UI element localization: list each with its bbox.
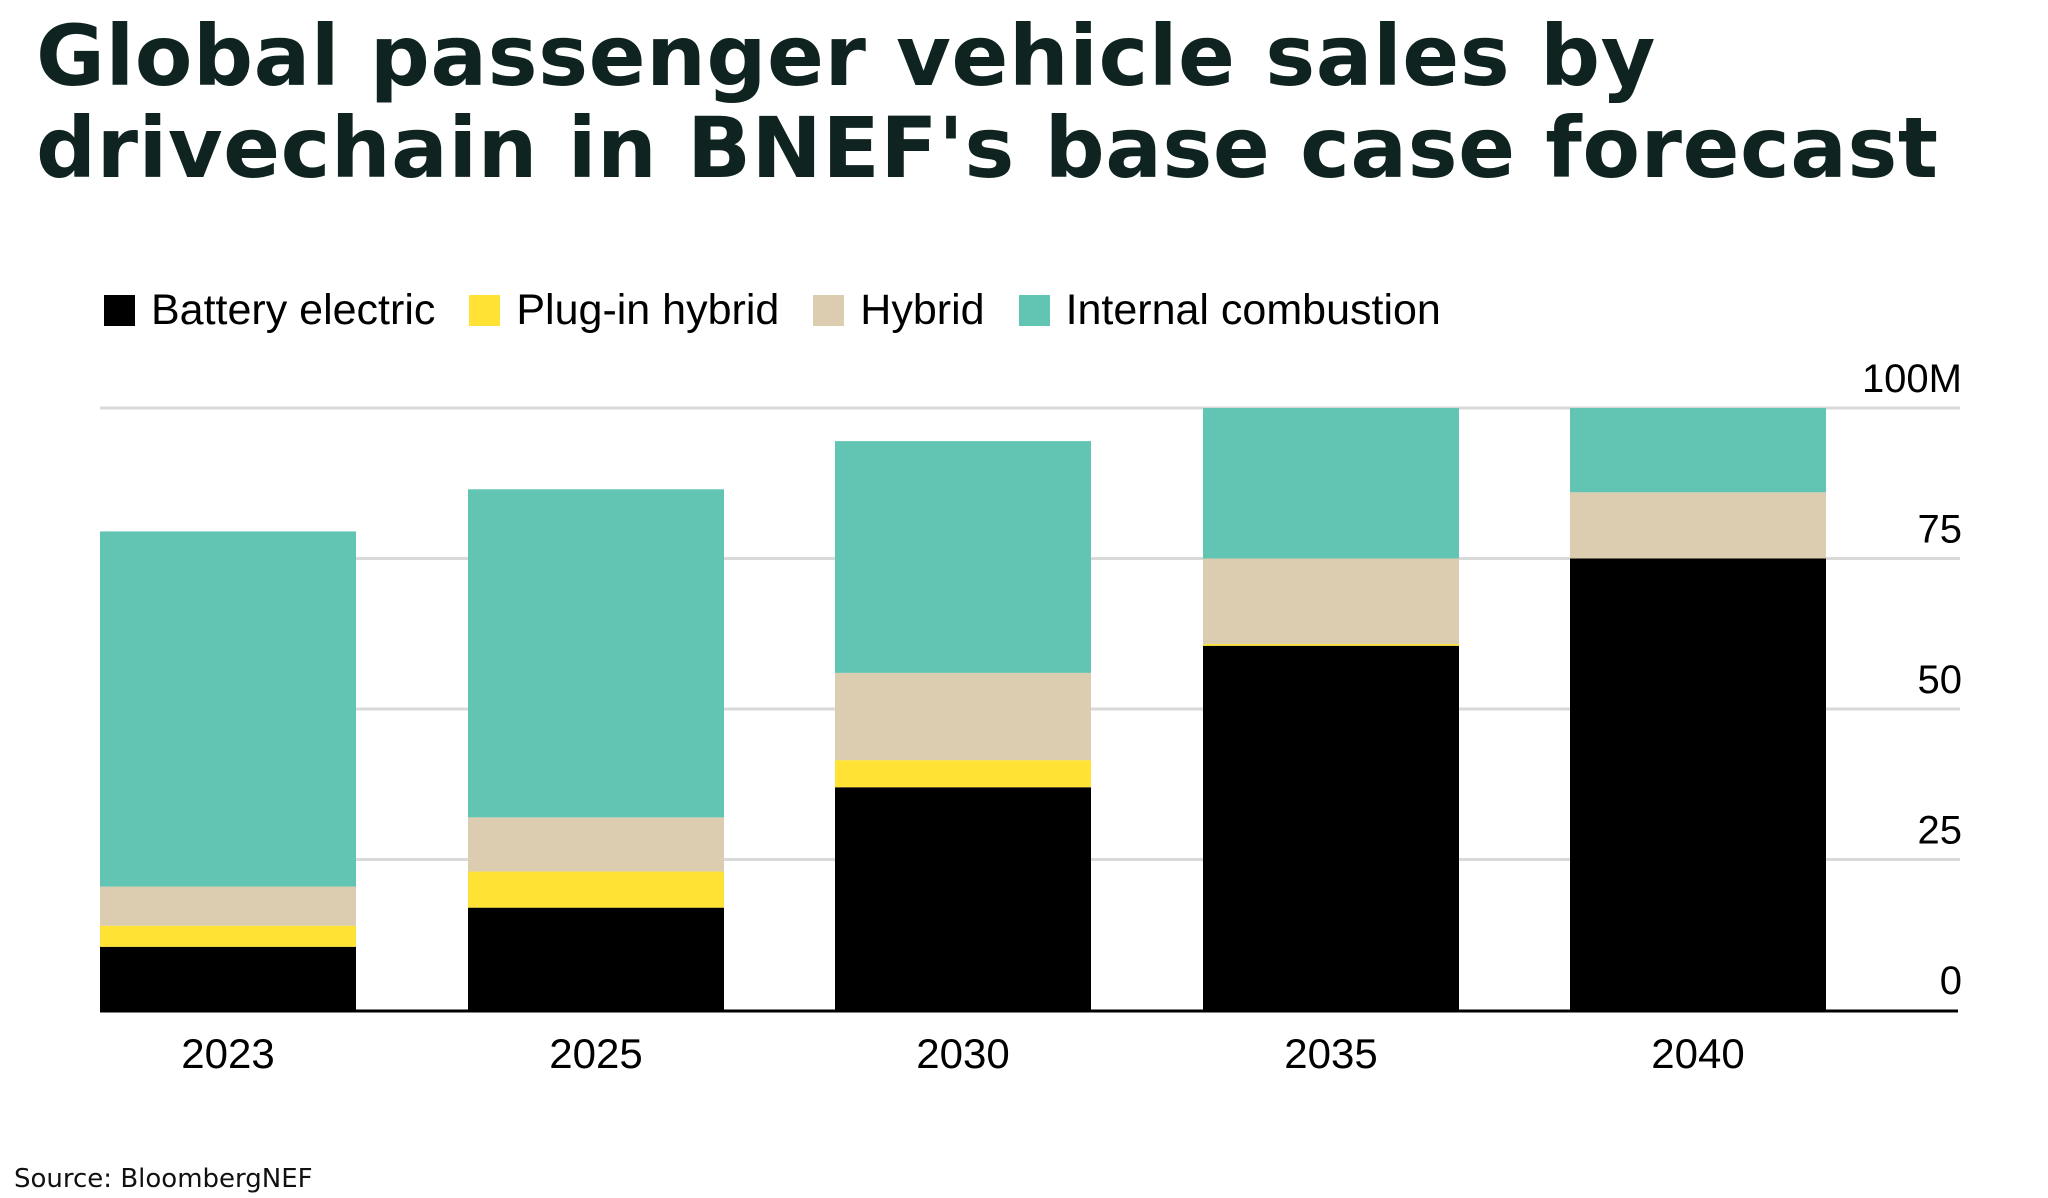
bar-2023-battery-electric [100, 946, 356, 1010]
bars [100, 408, 1826, 1010]
legend-label-plug-in-hybrid: Plug-in hybrid [516, 286, 780, 334]
bar-2030-internal-combustion [835, 441, 1091, 673]
legend-item-hybrid: Hybrid [813, 286, 985, 335]
bar-2030-hybrid [835, 672, 1091, 761]
x-tick-label-2035: 2035 [1284, 1030, 1377, 1077]
legend-swatch-plug-in-hybrid [469, 295, 501, 326]
x-tick-label-2040: 2040 [1651, 1030, 1744, 1077]
bar-2030-battery-electric [835, 787, 1091, 1010]
bar-2035-hybrid [1203, 558, 1459, 644]
legend-swatch-hybrid [813, 295, 845, 326]
bar-2025-plug-in-hybrid [468, 871, 724, 908]
axes: 0 25 50 75 100M 2023 2025 2030 2035 2040 [100, 357, 1962, 1077]
bar-2040-internal-combustion [1570, 408, 1826, 493]
source-note: Source: BloombergNEF [14, 1164, 313, 1194]
legend-swatch-internal-combustion [1018, 295, 1050, 326]
bar-2025-battery-electric [468, 907, 724, 1010]
x-tick-label-2030: 2030 [916, 1030, 1009, 1077]
bar-2023-plug-in-hybrid [100, 925, 356, 947]
bar-2040-hybrid [1570, 492, 1826, 559]
legend-item-internal-combustion: Internal combustion [1018, 286, 1441, 335]
y-tick-label-25: 25 [1918, 809, 1963, 853]
bar-2035-battery-electric [1203, 645, 1459, 1010]
bar-2025-hybrid [468, 817, 724, 872]
bar-2035-plug-in-hybrid [1203, 643, 1459, 646]
bar-2035-internal-combustion [1203, 408, 1459, 559]
y-tick-label-75: 75 [1918, 508, 1963, 552]
bar-2023-hybrid [100, 886, 356, 926]
bar-2030-plug-in-hybrid [835, 760, 1091, 788]
chart-legend: Battery electric Plug-in hybrid Hybrid I… [104, 286, 1475, 335]
bar-2040-battery-electric [1570, 558, 1826, 1010]
y-tick-label-100: 100M [1862, 357, 1962, 401]
legend-item-battery-electric: Battery electric [104, 286, 435, 335]
x-tick-label-2025: 2025 [549, 1030, 642, 1077]
bar-2025-internal-combustion [468, 489, 724, 818]
y-tick-label-50: 50 [1918, 658, 1963, 702]
legend-label-battery-electric: Battery electric [151, 286, 436, 334]
y-tick-label-0: 0 [1940, 959, 1962, 1003]
chart-title: Global passenger vehicle sales by drivec… [36, 7, 1939, 197]
bar-2023-internal-combustion [100, 531, 356, 887]
legend-swatch-battery-electric [104, 295, 135, 326]
legend-label-hybrid: Hybrid [860, 286, 985, 334]
legend-item-plug-in-hybrid: Plug-in hybrid [469, 286, 779, 335]
x-tick-label-2023: 2023 [181, 1030, 274, 1077]
legend-label-internal-combustion: Internal combustion [1065, 286, 1441, 334]
